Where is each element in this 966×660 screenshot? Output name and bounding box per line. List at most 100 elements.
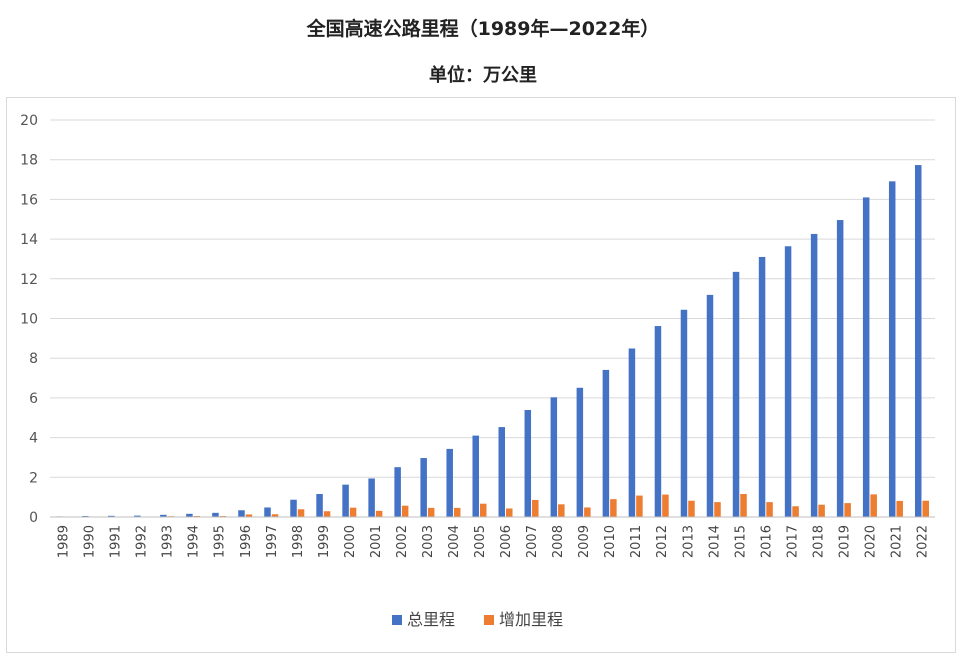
bar-added-mileage [584, 507, 591, 517]
x-tick-label: 2012 [655, 525, 670, 558]
y-tick-label: 8 [29, 351, 38, 367]
x-tick-label: 2004 [447, 525, 462, 558]
bar-added-mileage [479, 503, 487, 517]
bar-added-mileage [688, 500, 695, 517]
bar-added-mileage [349, 507, 357, 517]
bar-added-mileage [297, 509, 305, 517]
x-tick-label: 1997 [265, 525, 280, 558]
chart-title: 全国高速公路里程（1989年—2022年） [306, 18, 660, 40]
bar-total-mileage [108, 515, 115, 517]
bar-added-mileage [532, 499, 539, 517]
bar-added-mileage [792, 506, 799, 517]
x-tick-label: 2008 [551, 525, 566, 558]
x-tick-label: 2014 [707, 525, 722, 558]
bar-total-mileage [290, 499, 297, 517]
x-tick-label: 1999 [317, 525, 332, 558]
x-tick-label: 2002 [395, 525, 410, 558]
bar-chart: 0 2 4 6 8 10 12 14 16 18 20 1989 1990 1991 1992 1993 199… [20, 113, 935, 629]
bar-total-mileage [914, 165, 922, 517]
bar-added-mileage [896, 500, 903, 517]
y-tick-label: 4 [29, 431, 38, 447]
x-tick-label: 2022 [916, 525, 931, 558]
x-tick-label: 2006 [499, 525, 514, 558]
bar-total-mileage [134, 515, 141, 517]
x-tick-label: 1989 [57, 525, 72, 558]
x-tick-label: 2011 [629, 525, 644, 558]
x-tick-label: 2005 [473, 525, 488, 558]
x-tick-label: 2020 [863, 525, 878, 558]
x-tick-label: 1995 [213, 525, 228, 558]
bar-total-mileage [550, 397, 558, 517]
y-tick-label: 16 [20, 192, 38, 208]
bar-added-mileage [506, 508, 513, 517]
bar-total-mileage [576, 387, 584, 517]
bar-added-mileage [375, 510, 383, 517]
chart-subtitle: 单位：万公里 [429, 65, 537, 86]
y-tick-label: 6 [29, 391, 38, 407]
bar-added-mileage [818, 504, 825, 517]
x-tick-label: 2019 [837, 525, 852, 558]
y-tick-label: 12 [20, 272, 38, 288]
x-tick-label: 2015 [733, 525, 748, 558]
x-tick-label: 2010 [603, 525, 618, 558]
bar-added-mileage [271, 514, 279, 517]
bar-total-mileage [420, 458, 427, 517]
x-tick-label: 2000 [343, 525, 358, 558]
bar-added-mileage [323, 511, 331, 517]
bar-added-mileage [870, 494, 877, 517]
y-tick-label: 10 [20, 312, 38, 328]
bar-total-mileage [472, 435, 479, 517]
y-tick-label: 14 [20, 232, 38, 248]
bar-added-mileage [740, 493, 747, 517]
bar-total-mileage [732, 271, 740, 517]
y-tick-label: 18 [20, 153, 38, 169]
x-tick-label: 1992 [135, 525, 150, 558]
bar-total-mileage [186, 513, 193, 517]
y-tick-label: 2 [29, 470, 38, 486]
bar-total-mileage [862, 197, 870, 517]
bar-added-mileage [662, 494, 669, 517]
x-tick-label: 2016 [759, 525, 774, 558]
bar-added-mileage [636, 495, 643, 517]
bar-added-mileage [401, 505, 409, 517]
bar-total-mileage [394, 467, 401, 517]
legend-swatch [484, 615, 494, 625]
bar-added-mileage [610, 499, 617, 517]
bar-added-mileage [766, 502, 773, 517]
bar-added-mileage [453, 507, 461, 517]
x-tick-label: 1993 [161, 525, 176, 558]
bar-total-mileage [264, 507, 271, 517]
bar-total-mileage [654, 326, 662, 517]
bar-total-mileage [602, 369, 610, 517]
bar-added-mileage [844, 503, 851, 517]
bar-added-mileage [245, 514, 253, 517]
x-tick-label: 2013 [681, 525, 696, 558]
legend-label: 增加里程 [499, 610, 563, 629]
x-tick-label: 2017 [785, 525, 800, 558]
x-tick-label: 1998 [291, 525, 306, 558]
bar-total-mileage [706, 294, 714, 517]
y-tick-label: 0 [29, 510, 38, 526]
x-tick-label: 1996 [239, 525, 254, 558]
x-tick-label: 1990 [83, 525, 98, 558]
bar-total-mileage [368, 478, 375, 517]
bar-total-mileage [316, 493, 323, 517]
x-tick-label: 1991 [109, 525, 124, 558]
chart-frame: 0 2 4 6 8 10 12 14 16 18 20 1989 1990 1991 1992 1993 199… [6, 97, 956, 653]
bar-total-mileage [498, 427, 506, 517]
bar-total-mileage [524, 410, 532, 517]
bar-total-mileage [888, 181, 896, 518]
x-tick-label: 2007 [525, 525, 540, 558]
bar-added-mileage [922, 500, 929, 517]
bar-total-mileage [212, 512, 219, 517]
bar-total-mileage [446, 448, 453, 517]
x-tick-label: 2003 [421, 525, 436, 558]
legend-label: 总里程 [407, 610, 455, 629]
bar-total-mileage [680, 309, 688, 517]
bar-total-mileage [160, 514, 167, 517]
bar-added-mileage [427, 507, 435, 517]
x-tick-label: 2018 [811, 525, 826, 558]
bar-total-mileage [810, 233, 818, 517]
bar-total-mileage [342, 484, 349, 517]
x-tick-label: 2009 [577, 525, 592, 558]
